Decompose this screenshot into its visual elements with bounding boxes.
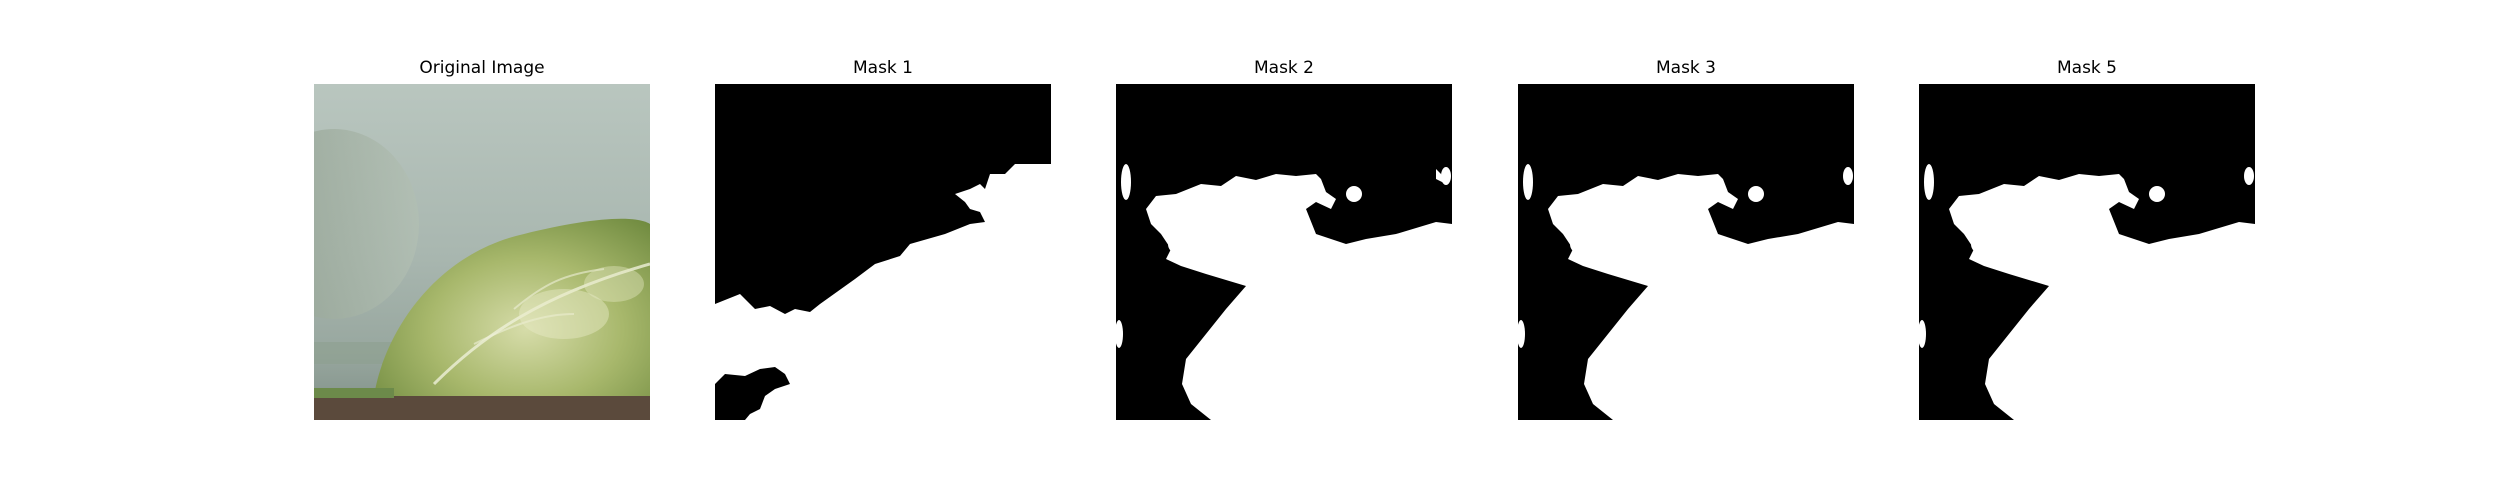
mask-2-image [1116, 84, 1452, 420]
panel-title: Mask 2 [1253, 58, 1314, 78]
panel-title: Mask 5 [2056, 58, 2117, 78]
mask-3-image [1518, 84, 1854, 420]
original-image [314, 84, 650, 420]
mask-1-image [715, 84, 1051, 420]
mask-5-image [1919, 84, 2255, 420]
panel-title: Mask 3 [1655, 58, 1716, 78]
panel-title: Mask 1 [852, 58, 913, 78]
panel-title: Original Image [419, 58, 545, 78]
